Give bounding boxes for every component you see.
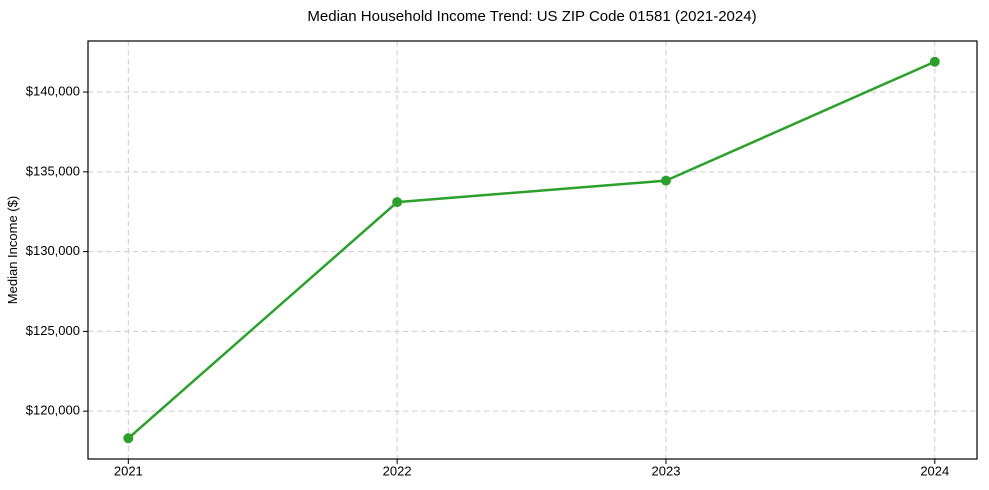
chart-title: Median Household Income Trend: US ZIP Co… [307, 8, 756, 25]
x-tick-label: 2021 [114, 463, 143, 478]
y-axis-label: Median Income ($) [5, 196, 20, 304]
trend-line [127, 60, 937, 440]
plot-border [87, 40, 978, 460]
y-tick-label: $130,000 [26, 243, 80, 258]
axis-labels: Median Household Income Trend: US ZIP Co… [5, 8, 949, 478]
x-tick-label: 2023 [652, 463, 681, 478]
y-tick-label: $135,000 [26, 163, 80, 178]
data-point-marker [123, 433, 134, 444]
data-point-marker [929, 56, 940, 67]
data-point-marker [392, 197, 403, 208]
axes [83, 40, 978, 464]
y-tick-label: $125,000 [26, 323, 80, 338]
x-tick-label: 2022 [383, 463, 412, 478]
y-tick-label: $120,000 [26, 403, 80, 418]
y-tick-label: $140,000 [26, 83, 80, 98]
trend-line-series [123, 56, 940, 444]
gridlines [88, 41, 977, 459]
data-point-marker [660, 175, 671, 186]
x-tick-label: 2024 [920, 463, 949, 478]
